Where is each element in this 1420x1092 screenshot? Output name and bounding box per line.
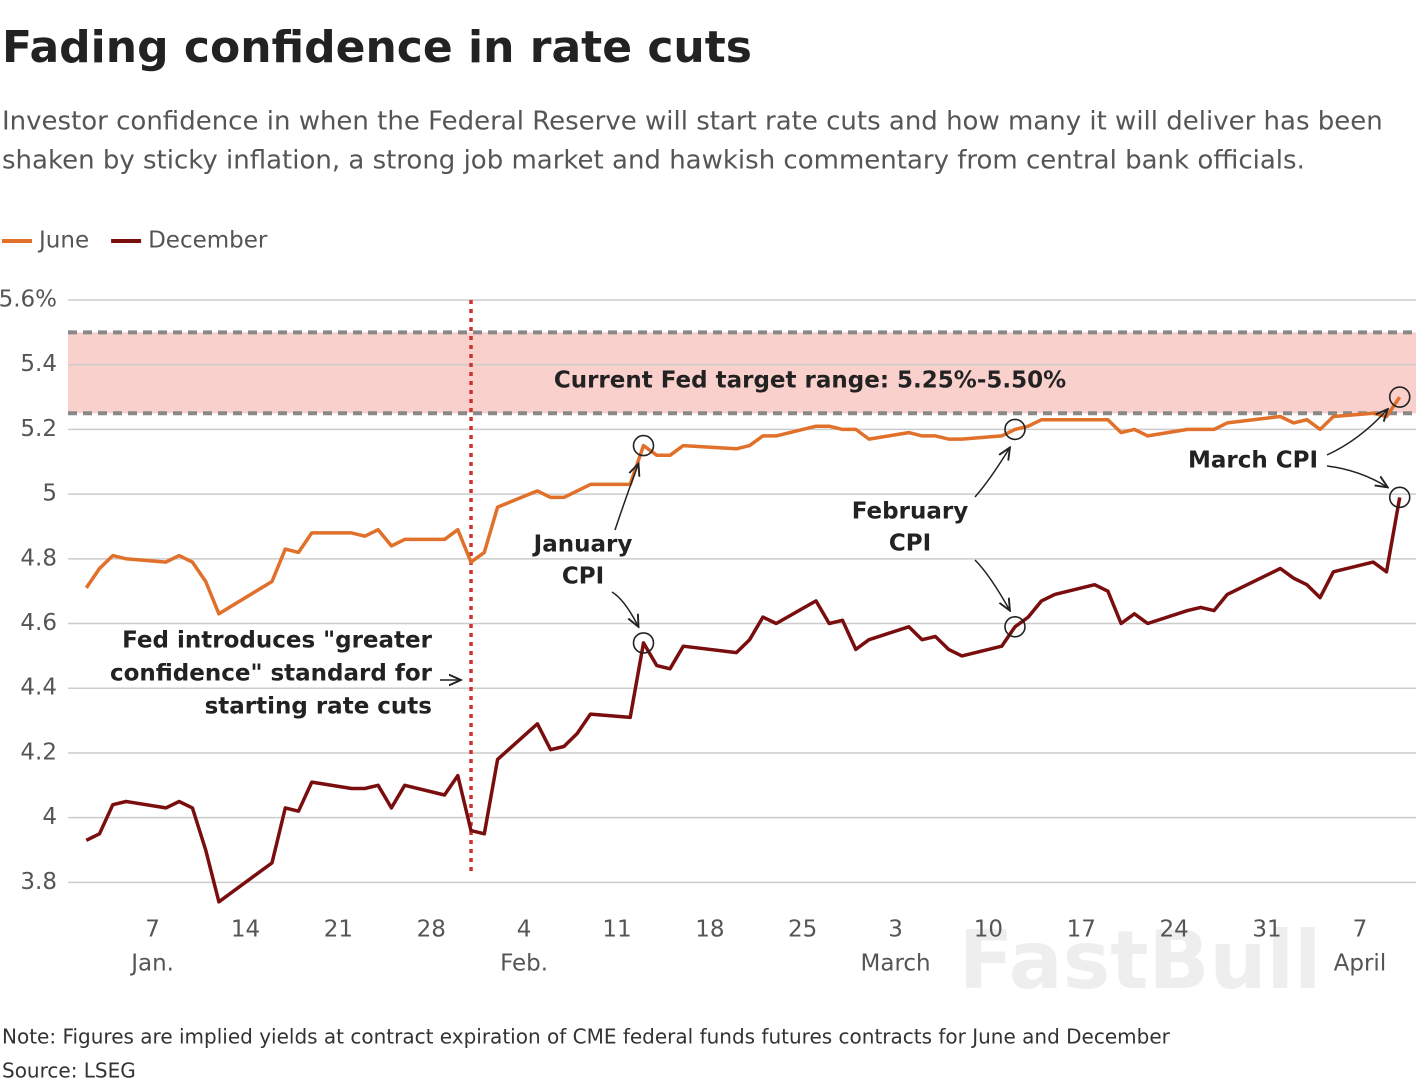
y-tick-label: 3.8 <box>20 869 57 895</box>
event-label: starting rate cuts <box>205 694 432 720</box>
y-tick-label: 5.4 <box>20 351 57 377</box>
highlight-circle <box>1004 615 1026 638</box>
x-tick-label: 28 <box>417 917 446 943</box>
subtitle: Investor confidence in when the Federal … <box>2 107 1383 137</box>
y-tick-label: 5.2 <box>20 416 57 442</box>
band-label: Current Fed target range: 5.25%-5.50% <box>554 368 1066 394</box>
y-tick-label: 4.6 <box>20 610 57 636</box>
y-tick-label: 5 <box>42 481 57 507</box>
series-line <box>85 497 1402 904</box>
highlight-circle <box>1388 486 1411 509</box>
x-tick-label: 24 <box>1160 917 1189 943</box>
event-label: Fed introduces "greater <box>122 628 433 654</box>
x-tick-label: 7 <box>145 917 160 943</box>
month-label: Feb. <box>500 951 548 977</box>
source: Source: LSEG <box>2 1059 136 1083</box>
highlight-circle <box>632 632 655 654</box>
x-tick-label: 14 <box>231 917 260 943</box>
y-tick-label: 4.2 <box>20 739 57 765</box>
annotation-label: March CPI <box>1188 448 1318 474</box>
legend-label: December <box>148 228 268 254</box>
x-tick-label: 3 <box>888 917 903 943</box>
highlight-circle <box>632 434 655 457</box>
target-band <box>68 332 1416 414</box>
subtitle: shaken by sticky inflation, a strong job… <box>2 146 1305 176</box>
x-tick-label: 18 <box>695 917 724 943</box>
series-line <box>84 396 1402 616</box>
event-label: confidence" standard for <box>110 661 433 687</box>
y-tick-label: 5.6% <box>0 287 57 313</box>
arrow <box>1326 409 1388 456</box>
chart-title: Fading confidence in rate cuts <box>2 22 752 73</box>
arrow <box>974 447 1010 498</box>
x-tick-label: 17 <box>1067 917 1096 943</box>
arrow <box>1326 465 1388 487</box>
legend-label: June <box>37 228 89 254</box>
x-tick-label: 7 <box>1353 917 1368 943</box>
x-tick-label: 4 <box>517 917 532 943</box>
annotation-label: February <box>852 499 968 525</box>
x-tick-label: 21 <box>324 917 353 943</box>
x-tick-label: 10 <box>974 917 1003 943</box>
watermark: FastBull <box>959 914 1322 1007</box>
y-tick-label: 4.8 <box>20 545 57 571</box>
month-label: Jan. <box>129 951 174 977</box>
month-label: April <box>1334 951 1387 977</box>
month-label: March <box>861 951 931 977</box>
highlight-circle <box>1388 386 1411 408</box>
annotation-label: January <box>532 532 633 558</box>
y-tick-label: 4.4 <box>20 675 57 701</box>
arrow <box>611 591 638 627</box>
arrow <box>974 559 1010 611</box>
arrow <box>614 464 638 531</box>
annotation-label: CPI <box>889 531 931 557</box>
highlight-circle <box>1004 418 1026 441</box>
x-tick-label: 31 <box>1252 917 1281 943</box>
x-tick-label: 11 <box>602 917 631 943</box>
note: Note: Figures are implied yields at cont… <box>2 1025 1171 1049</box>
y-tick-label: 4 <box>42 804 57 830</box>
annotation-label: CPI <box>562 564 604 590</box>
x-tick-label: 25 <box>788 917 817 943</box>
